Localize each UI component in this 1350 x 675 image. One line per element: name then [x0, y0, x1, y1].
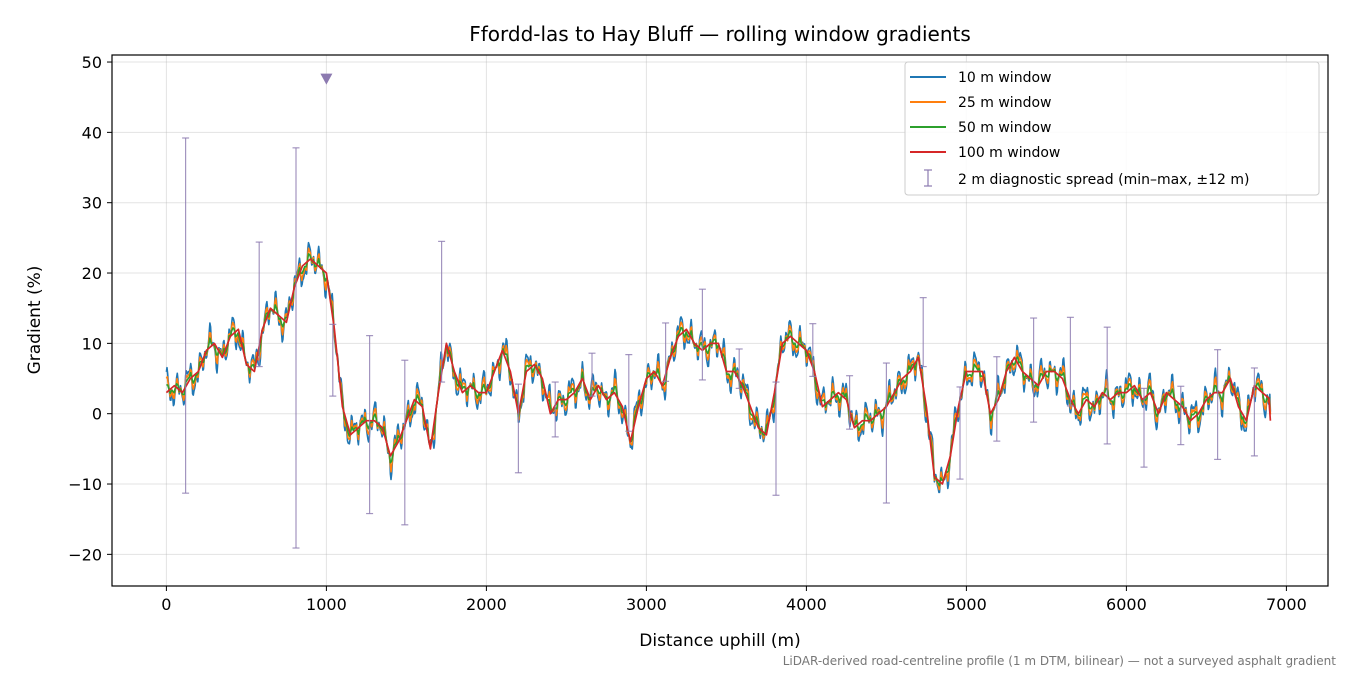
peak-marker	[320, 73, 333, 85]
diagnostic-errorbar	[1214, 349, 1222, 461]
x-tick-label: 4000	[786, 595, 827, 614]
y-tick-label: −10	[68, 475, 102, 494]
diagnostic-errorbar	[438, 240, 446, 383]
diagnostic-errorbar	[514, 383, 522, 474]
diagnostic-errorbar	[1103, 326, 1111, 445]
diagnostic-errorbar	[735, 348, 743, 389]
legend: 10 m window 25 m window 50 m window 100 …	[904, 61, 1320, 196]
diagnostic-errorbar	[551, 381, 559, 438]
marker-layer	[320, 73, 333, 85]
chart-title: Ffordd-las to Hay Bluff — rolling window…	[469, 22, 971, 46]
legend-label-50m: 50 m window	[958, 120, 1051, 136]
x-axis-label: Distance uphill (m)	[639, 631, 800, 651]
diagnostic-errorbar	[882, 362, 890, 504]
legend-label-errorbar: 2 m diagnostic spread (min–max, ±12 m)	[958, 172, 1249, 188]
diagnostic-errorbar	[1177, 385, 1185, 446]
diagnostic-errorbar	[1066, 316, 1074, 407]
plot-frame	[111, 54, 1329, 587]
diagnostic-spread-layer	[182, 137, 1258, 549]
x-tick-label: 5000	[946, 595, 987, 614]
diagnostic-errorbar	[809, 323, 817, 378]
y-tick-label: −20	[68, 545, 102, 564]
diagnostic-errorbar	[662, 322, 670, 382]
diagnostic-errorbar	[588, 352, 596, 397]
y-tick-label: 20	[82, 264, 102, 283]
x-tick-label: 7000	[1266, 595, 1307, 614]
diagnostic-errorbar	[846, 375, 854, 430]
y-axis-label: Gradient (%)	[25, 266, 45, 375]
x-tick-label: 2000	[466, 595, 507, 614]
x-tick-label: 6000	[1106, 595, 1147, 614]
y-tick-label: 10	[82, 334, 102, 353]
diagnostic-errorbar	[1250, 367, 1258, 457]
y-axis-ticks: −20 −10 0 10 20 30 40 50	[68, 53, 112, 564]
y-tick-label: 40	[82, 123, 102, 142]
diagnostic-errorbar	[698, 288, 706, 381]
diagnostic-errorbar	[993, 356, 1001, 442]
diagnostic-errorbar	[182, 137, 190, 494]
x-tick-label: 1000	[306, 595, 347, 614]
footnote: LiDAR-derived road-centreline profile (1…	[783, 654, 1337, 668]
series-line-100m	[165, 258, 1272, 485]
diagnostic-errorbar	[1140, 387, 1148, 468]
diagnostic-errorbar	[292, 147, 300, 549]
diagnostic-errorbar	[1030, 317, 1038, 423]
diagnostic-errorbar	[329, 323, 337, 397]
diagnostic-errorbar	[401, 359, 409, 526]
y-tick-label: 30	[82, 194, 102, 213]
x-tick-label: 0	[161, 595, 171, 614]
y-tick-label: 50	[82, 53, 102, 72]
y-tick-label: 0	[92, 405, 102, 424]
legend-box	[904, 61, 1320, 196]
diagnostic-errorbar	[625, 354, 633, 432]
legend-label-25m: 25 m window	[958, 95, 1051, 111]
legend-swatch-errorbar	[924, 169, 932, 187]
diagnostic-errorbar	[255, 241, 263, 368]
legend-label-100m: 100 m window	[958, 145, 1060, 161]
series-layer	[165, 241, 1272, 494]
x-tick-label: 3000	[626, 595, 667, 614]
legend-label-10m: 10 m window	[958, 70, 1051, 86]
diagnostic-errorbar	[919, 297, 927, 368]
diagnostic-errorbar	[956, 386, 964, 480]
diagnostic-errorbar	[772, 381, 780, 496]
diagnostic-errorbar	[366, 335, 374, 515]
x-axis-ticks: 0 1000 2000 3000 4000 5000 6000 7000	[161, 586, 1307, 614]
